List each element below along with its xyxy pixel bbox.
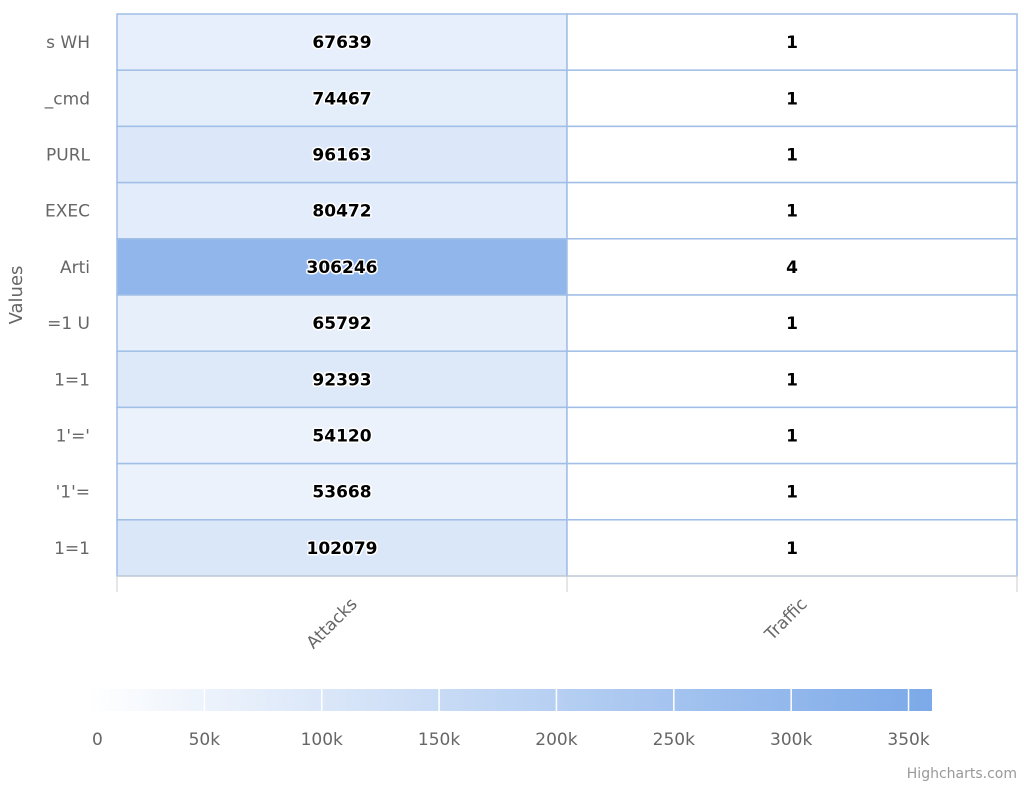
color-axis-tick-label: 350k <box>887 730 929 750</box>
color-axis-tick-label: 50k <box>189 730 221 750</box>
data-label: 54120 <box>312 427 371 447</box>
data-label: 96163 <box>312 146 371 166</box>
heatmap-cell[interactable] <box>566 13 1018 71</box>
data-label: 1 <box>786 89 798 109</box>
data-label: 1 <box>786 483 798 503</box>
color-axis-gradient <box>87 689 932 711</box>
data-label: 1 <box>786 202 798 222</box>
heatmap-cell[interactable] <box>116 462 568 521</box>
data-label: 1 <box>786 146 798 166</box>
y-axis-label: PURL <box>46 146 91 166</box>
data-label: 80472 <box>312 202 371 222</box>
heatmap-cell[interactable] <box>566 294 1018 352</box>
data-label: 1 <box>786 33 798 53</box>
color-axis-tick-label: 150k <box>418 730 460 750</box>
y-axis-labels: s WH _cmd PURL EXEC Arti =1 U 1=1 1'=' '1'= 1=1 <box>44 33 91 559</box>
heatmap-cell[interactable] <box>116 69 568 128</box>
y-axis-label: 1=1 <box>54 370 90 390</box>
x-axis-label: Attacks <box>303 594 362 653</box>
y-axis-title: Values <box>6 266 27 325</box>
data-label: 1 <box>786 539 798 559</box>
data-label: 1 <box>786 314 798 334</box>
heatmap-cell[interactable] <box>116 519 568 577</box>
data-label: 74467 <box>312 89 371 109</box>
color-axis: 0 50k 100k 150k 200k 250k 300k 350k <box>87 689 932 750</box>
x-axis-label: Traffic <box>761 594 812 645</box>
y-axis-label: s WH <box>46 33 90 53</box>
data-label: 1 <box>786 370 798 390</box>
credits-link[interactable]: Highcharts.com <box>907 766 1017 782</box>
y-axis-label: Arti <box>60 258 90 278</box>
heatmap-cell[interactable] <box>566 350 1018 409</box>
y-axis-label: '1'= <box>56 483 90 503</box>
y-axis-label: 1=1 <box>54 539 90 559</box>
heatmap-cell[interactable] <box>566 519 1018 577</box>
heatmap-cell[interactable] <box>566 69 1018 128</box>
y-axis-label: EXEC <box>45 202 90 222</box>
data-label: 1 <box>786 427 798 447</box>
data-label: 306246 <box>307 258 378 278</box>
heatmap-cell[interactable] <box>566 181 1018 240</box>
data-label: 53668 <box>312 483 371 503</box>
color-axis-tick-label: 100k <box>301 730 343 750</box>
color-axis-tick-label: 250k <box>653 730 695 750</box>
data-label: 67639 <box>312 33 371 53</box>
heatmap-cell[interactable] <box>566 462 1018 521</box>
data-label: 4 <box>786 258 798 278</box>
x-axis: Attacks Traffic <box>116 575 1018 653</box>
heatmap-cell[interactable] <box>566 238 1018 296</box>
data-label: 92393 <box>312 370 371 390</box>
heatmap-cell[interactable] <box>566 125 1018 184</box>
heatmap-cells: 67639 1 74467 1 96163 1 80472 1 306246 4 65792 1 923… <box>116 13 1018 577</box>
color-axis-tick-label: 300k <box>770 730 812 750</box>
heatmap-cell[interactable] <box>566 406 1018 465</box>
heatmap-cell[interactable] <box>116 13 568 71</box>
y-axis-label: 1'=' <box>56 427 90 447</box>
y-axis-label: =1 U <box>47 314 90 334</box>
data-label: 102079 <box>307 539 378 559</box>
color-axis-tick-label: 200k <box>535 730 577 750</box>
y-axis-label: _cmd <box>44 89 90 109</box>
data-label: 65792 <box>312 314 371 334</box>
color-axis-tick-label: 0 <box>92 730 103 750</box>
